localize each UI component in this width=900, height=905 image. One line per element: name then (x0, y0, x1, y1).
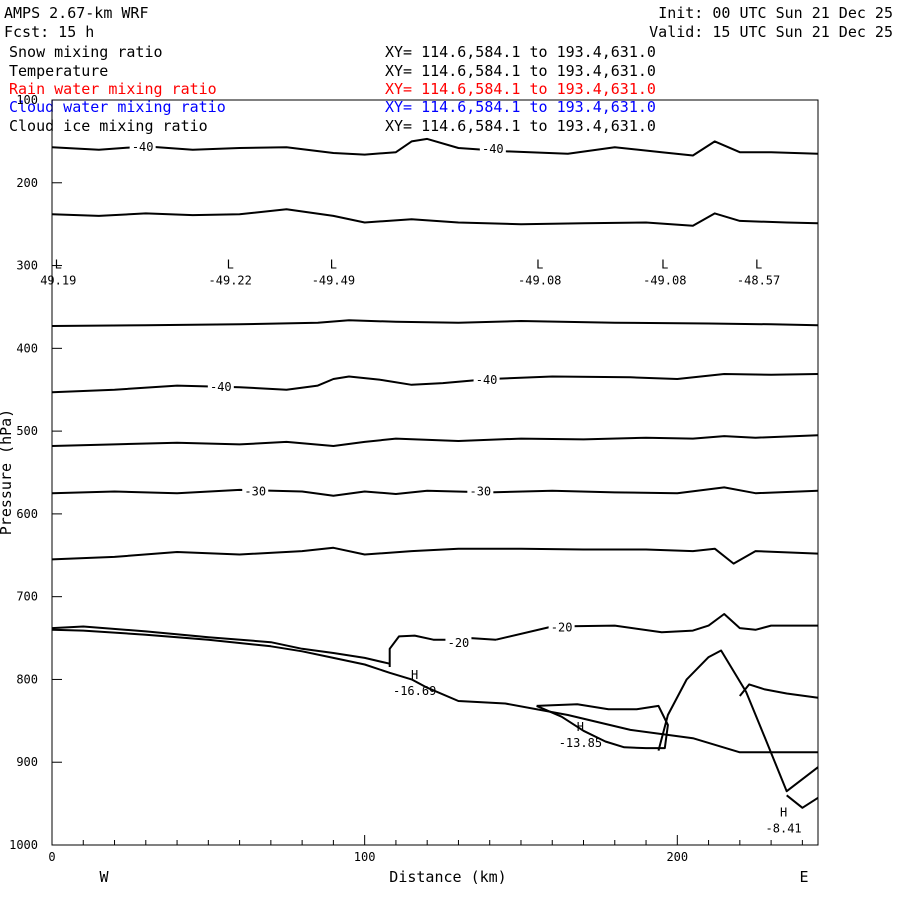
contour-label-bg (548, 619, 575, 634)
x-tick-label: 200 (666, 850, 688, 864)
temperature-contour (786, 794, 819, 809)
low-marker: L (755, 257, 762, 271)
temperature-contour (51, 486, 819, 497)
low-marker: L (330, 257, 337, 271)
axes: 0 100 200 100 200 300 400 500 600 700 800 900 1000 (9, 93, 803, 864)
contour-label: -30 (469, 485, 491, 499)
temperature-contour (51, 137, 819, 157)
y-tick-label: 700 (16, 590, 38, 604)
temperature-contour (51, 319, 819, 327)
contour-label: -40 (482, 142, 504, 156)
extremum-value: -49.49 (312, 273, 355, 287)
y-tick-label: 800 (16, 672, 38, 686)
y-tick-label: 1000 (9, 838, 38, 852)
low-marker: L (55, 257, 62, 271)
high-marker: H (411, 668, 418, 682)
contour-label: -20 (448, 636, 470, 650)
y-tick-label: 500 (16, 424, 38, 438)
y-tick-label: 900 (16, 755, 38, 769)
field-name-snow: Snow mixing ratio (9, 43, 163, 61)
contour-labels: -40 -40 -40 -40 -30 -30 -20 -20 L 49.19 L -49.22 L -4… (40, 139, 802, 835)
east-marker: E (799, 868, 808, 886)
extremum-value: -49.22 (209, 273, 252, 287)
forecast-hour: Fcst: 15 h (4, 23, 94, 41)
temperature-contour (51, 628, 818, 754)
west-marker: W (99, 868, 109, 886)
contour-label: -30 (244, 485, 266, 499)
field-name-temperature: Temperature (9, 62, 108, 80)
contour-label-bg (207, 379, 234, 394)
y-tick-label: 300 (16, 259, 38, 273)
temperature-contour (739, 683, 819, 699)
init-time: Init: 00 UTC Sun 21 Dec 25 (658, 4, 893, 22)
temperature-contour (51, 373, 819, 394)
contour-label-bg (242, 483, 269, 498)
contour-label: -40 (476, 373, 498, 387)
contour-label: -40 (132, 140, 154, 154)
field-xy-rain: XY= 114.6,584.1 to 193.4,631.0 (385, 80, 656, 98)
y-tick-label: 600 (16, 507, 38, 521)
y-axis-label: Pressure (hPa) (0, 409, 15, 535)
temperature-contour (51, 434, 819, 447)
plot-frame (51, 99, 819, 846)
extremum-value: -16.69 (393, 684, 436, 698)
contour-label-bg (467, 483, 494, 498)
extremum-value: -49.08 (518, 273, 561, 287)
temperature-contour (536, 703, 669, 750)
extremum-value: -48.57 (737, 273, 780, 287)
field-name-cloud-ice: Cloud ice mixing ratio (9, 117, 208, 135)
extremum-value: -8.41 (766, 821, 802, 835)
temperature-contour (495, 613, 818, 641)
field-xy-cloud-ice: XY= 114.6,584.1 to 193.4,631.0 (385, 117, 656, 135)
low-marker: L (536, 257, 543, 271)
contours (51, 137, 819, 809)
y-tick-label: 100 (16, 93, 38, 107)
temperature-contour (51, 625, 390, 665)
low-marker: L (227, 257, 234, 271)
field-name-rain: Rain water mixing ratio (9, 80, 217, 98)
valid-time: Valid: 15 UTC Sun 21 Dec 25 (649, 23, 893, 41)
extremum-value: -13.85 (559, 736, 602, 750)
low-marker: L (661, 257, 668, 271)
high-marker: H (780, 805, 787, 819)
extremum-value: 49.19 (40, 273, 76, 287)
temperature-contour (51, 208, 819, 227)
y-tick-label: 400 (16, 341, 38, 355)
contour-label: -40 (210, 380, 232, 394)
high-marker: H (577, 720, 584, 734)
field-xy-snow: XY= 114.6,584.1 to 193.4,631.0 (385, 43, 656, 61)
temperature-contour (388, 634, 497, 667)
y-tick-label: 200 (16, 176, 38, 190)
model-title: AMPS 2.67-km WRF (4, 4, 149, 22)
contour-label-bg (479, 140, 506, 155)
field-xy-temperature: XY= 114.6,584.1 to 193.4,631.0 (385, 62, 656, 80)
field-xy-cloud-water: XY= 114.6,584.1 to 193.4,631.0 (385, 98, 656, 116)
x-axis-label: Distance (km) (389, 868, 506, 886)
contour-label-bg (129, 139, 156, 154)
contour-label: -20 (551, 620, 573, 634)
field-name-cloud-water: Cloud water mixing ratio (9, 98, 226, 116)
contour-label-bg (445, 635, 472, 650)
x-tick-label: 100 (354, 850, 376, 864)
x-tick-label: 0 (48, 850, 55, 864)
contour-label-bg (473, 371, 500, 386)
extremum-value: -49.08 (643, 273, 686, 287)
temperature-contour (51, 546, 819, 565)
temperature-contour (657, 649, 819, 793)
